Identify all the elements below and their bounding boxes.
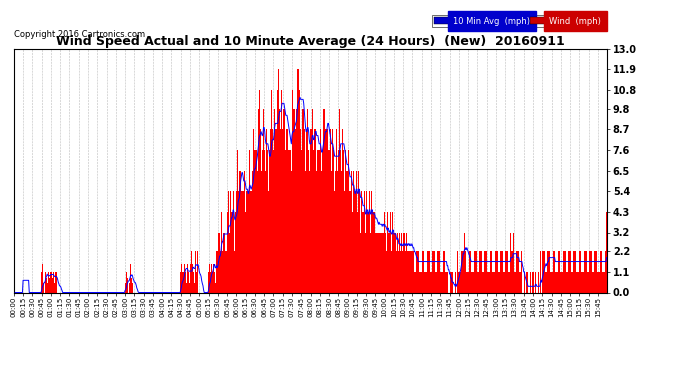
Text: Copyright 2016 Cartronics.com: Copyright 2016 Cartronics.com [14,30,145,39]
Title: Wind Speed Actual and 10 Minute Average (24 Hours)  (New)  20160911: Wind Speed Actual and 10 Minute Average … [56,34,565,48]
Legend: 10 Min Avg  (mph), Wind  (mph): 10 Min Avg (mph), Wind (mph) [433,15,603,27]
